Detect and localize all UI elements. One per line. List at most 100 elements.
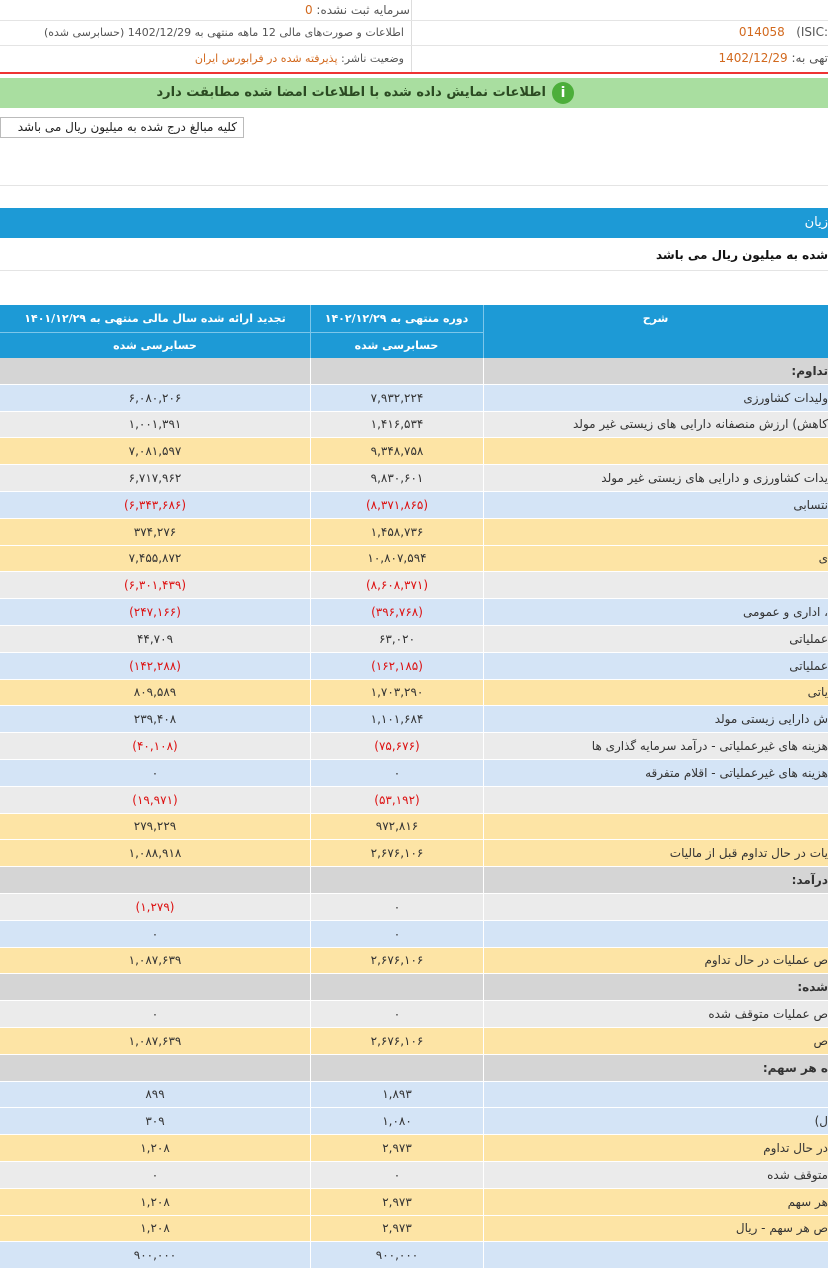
- table-row: ی ۱۰,۸۰۷,۵۹۴ ۷,۴۵۵,۸۷۲: [0, 545, 828, 572]
- row-label: تداوم:: [791, 363, 828, 378]
- cell-value: ۳۰۹: [145, 1114, 165, 1129]
- divider: [483, 438, 484, 465]
- cell-value: ۱۰,۸۰۷,۵۹۴: [367, 551, 427, 566]
- divider: [411, 0, 412, 72]
- divider: [483, 813, 484, 840]
- table-row: متوقف شده ۰ ۰: [0, 1162, 828, 1188]
- divider: [310, 492, 311, 518]
- cell-value: ۱,۷۰۳,۲۹۰: [370, 685, 424, 700]
- value: 1402/12/29: [718, 51, 788, 65]
- row-label: ولیدات کشاورزی: [743, 390, 828, 405]
- divider: [483, 840, 484, 867]
- divider: [310, 894, 311, 920]
- row-label: ص: [813, 1033, 828, 1048]
- cell-value: ۱,۰۰۱,۳۹۱: [128, 417, 182, 432]
- cell-value: ۰: [151, 926, 159, 941]
- divider: [310, 465, 311, 491]
- divider: [310, 1001, 311, 1027]
- divider: [310, 305, 311, 358]
- row-label: ی: [818, 551, 828, 566]
- divider: [310, 760, 311, 786]
- divider: [483, 786, 484, 813]
- cell-value: ۱,۰۸۰: [382, 1114, 412, 1129]
- isic: 014058 (ISIC:: [739, 20, 828, 45]
- table-row: ، اداری و عمومی (۳۹۶,۷۶۸) (۲۴۷,۱۶۶): [0, 599, 828, 625]
- cell-value: ۷,۹۳۲,۲۲۴: [370, 390, 424, 405]
- value: پذیرفته شده در فرابورس ایران: [194, 52, 338, 65]
- table-row: عملیاتی (۱۶۲,۱۸۵) (۱۴۲,۲۸۸): [0, 652, 828, 679]
- divider: [483, 411, 484, 438]
- row-label: در حال تداوم: [763, 1141, 828, 1156]
- info-icon: i: [552, 82, 574, 104]
- divider: [310, 679, 311, 706]
- row-label: هزینه های غیرعملیاتی - اقلام متفرقه: [645, 765, 828, 780]
- table-row: ۰ (۱,۲۷۹): [0, 894, 828, 920]
- divider: [483, 947, 484, 974]
- cell-value: ۰: [393, 926, 401, 941]
- cell-value: ۹۰۰,۰۰۰: [133, 1248, 177, 1263]
- cell-value: ۱,۰۸۷,۶۳۹: [128, 1033, 182, 1048]
- row-label: شده:: [797, 980, 828, 995]
- cell-value: ۲,۶۷۶,۱۰۶: [370, 953, 424, 968]
- cell-value: ۰: [151, 1007, 159, 1022]
- divider: [310, 626, 311, 652]
- divider: [483, 1162, 484, 1188]
- header-cell: حسابرسی شده: [113, 338, 197, 352]
- cell-value: ۱,۱۰۱,۶۸۴: [370, 712, 424, 727]
- section-title: زیان: [804, 215, 828, 230]
- table-row: کاهش) ارزش منصفانه دارایی های زیستی غیر …: [0, 411, 828, 438]
- banner: i اطلاعات نمایش داده شده با اطلاعات امضا…: [0, 78, 828, 108]
- table-row: ولیدات کشاورزی ۷,۹۳۲,۲۲۴ ۶,۰۸۰,۲۰۶: [0, 384, 828, 411]
- divider: [310, 920, 311, 947]
- row-label: ، اداری و عمومی: [742, 605, 828, 620]
- table-row: یات در حال تداوم قبل از مالیات ۲,۶۷۶,۱۰۶ ۱…: [0, 840, 828, 867]
- divider: [310, 1162, 311, 1188]
- cell-value: ۲۳۹,۴۰۸: [133, 712, 177, 727]
- divider: [310, 867, 311, 893]
- row-label: هزینه های غیرعملیاتی - درآمد سرمایه گذار…: [591, 739, 828, 754]
- divider: [310, 438, 311, 465]
- divider: [483, 920, 484, 947]
- cell-value: (۵۳,۱۹۲): [374, 792, 420, 807]
- cell-value: ۰: [393, 1007, 401, 1022]
- table-row: ۱,۸۹۳ ۸۹۹: [0, 1081, 828, 1108]
- divider: [483, 599, 484, 625]
- cell-value: ۷,۰۸۱,۵۹۷: [128, 444, 182, 459]
- row-label: عملیاتی: [789, 631, 828, 646]
- value: 014058: [738, 25, 785, 39]
- header-cell: شرح: [642, 312, 669, 325]
- cell-value: (۱,۲۷۹): [135, 899, 175, 914]
- cell-value: ۹۷۲,۸۱۶: [375, 819, 419, 834]
- header-cell: تجدید ارائه شده سال مالی منتهی به ۱۴۰۱/۱…: [24, 312, 286, 325]
- divider: [310, 518, 311, 545]
- divider: [483, 1054, 484, 1081]
- cell-value: ۴۴,۷۰۹: [136, 631, 174, 646]
- divider: [483, 706, 484, 733]
- divider: [310, 706, 311, 733]
- row-label: نتسابی: [793, 497, 828, 512]
- cell-value: ۲,۹۷۳: [382, 1194, 412, 1209]
- cell-value: ۷,۴۵۵,۸۷۲: [128, 551, 182, 566]
- divider: [310, 1188, 311, 1215]
- row-label: ل): [814, 1114, 828, 1129]
- cell-value: (۱۶۲,۱۸۵): [371, 658, 423, 673]
- divider: [483, 518, 484, 545]
- divider: [483, 894, 484, 920]
- cell-value: ۲,۹۷۳: [382, 1141, 412, 1156]
- cell-value: ۹,۳۴۸,۷۵۸: [370, 444, 424, 459]
- divider: [310, 813, 311, 840]
- table-row: هر سهم ۲,۹۷۳ ۱,۲۰۸: [0, 1188, 828, 1215]
- table-row: یاتی ۱,۷۰۳,۲۹۰ ۸۰۹,۵۸۹: [0, 679, 828, 706]
- row-label: یدات کشاورزی و دارایی های زیستی غیر مولد: [601, 471, 828, 486]
- divider: [483, 305, 484, 358]
- table-row: (۵۳,۱۹۲) (۱۹,۹۷۱): [0, 786, 828, 813]
- divider: [310, 1028, 311, 1054]
- table-row: یدات کشاورزی و دارایی های زیستی غیر مولد…: [0, 465, 828, 491]
- capital: سرمایه ثبت نشده: 0: [305, 0, 410, 20]
- cell-value: (۲۴۷,۱۶۶): [129, 605, 181, 620]
- table-row: ۹,۳۴۸,۷۵۸ ۷,۰۸۱,۵۹۷: [0, 438, 828, 465]
- divider: [483, 1215, 484, 1242]
- table-row: (۸,۶۰۸,۳۷۱) (۶,۳۰۱,۴۳۹): [0, 572, 828, 599]
- divider: [483, 465, 484, 491]
- row-label: متوقف شده: [767, 1167, 828, 1182]
